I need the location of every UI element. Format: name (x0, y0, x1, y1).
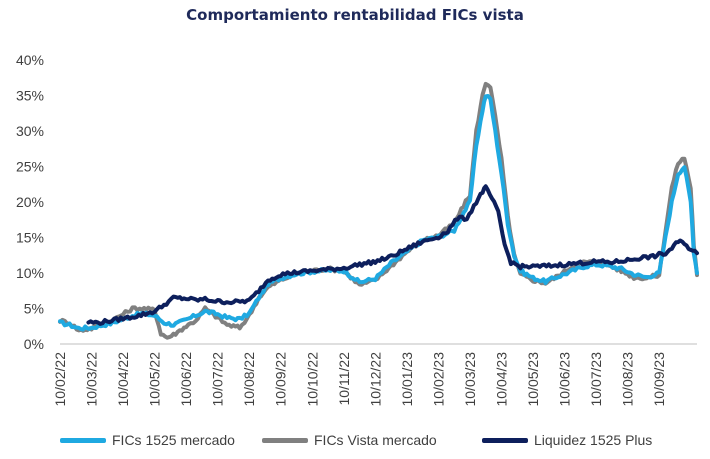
x-tick-label: 10/05/22 (147, 352, 163, 407)
x-tick-label: 10/11/22 (336, 352, 352, 406)
legend-item: FICs Vista mercado (262, 432, 437, 448)
x-tick-label: 10/06/22 (178, 352, 194, 407)
y-tick-label: 35% (16, 88, 44, 104)
series-line-1 (58, 94, 699, 332)
y-tick-label: 0% (24, 336, 44, 352)
y-tick-label: 15% (16, 230, 44, 246)
y-tick-label: 40% (16, 52, 44, 68)
chart-title: Comportamiento rentabilidad FICs vista (186, 6, 524, 24)
legend-label: FICs 1525 mercado (112, 432, 235, 448)
x-tick-label: 10/05/23 (525, 352, 541, 407)
y-tick-label: 5% (24, 301, 44, 317)
legend-swatch (482, 437, 528, 443)
x-tick-label: 10/06/23 (557, 352, 573, 407)
x-tick-label: 10/04/22 (115, 352, 131, 407)
series-line-2 (58, 81, 699, 340)
x-tick-label: 10/07/22 (210, 352, 226, 407)
legend-swatch (60, 437, 106, 443)
series-line-3 (86, 184, 699, 326)
x-tick-label: 10/07/23 (588, 352, 604, 407)
x-tick-label: 10/01/23 (399, 352, 415, 407)
x-tick-label: 10/08/23 (620, 352, 636, 407)
y-tick-label: 10% (16, 265, 44, 281)
legend-label: Liquidez 1525 Plus (534, 432, 653, 448)
y-tick-label: 30% (16, 123, 44, 139)
x-tick-label: 10/04/23 (493, 352, 509, 407)
x-tick-label: 10/08/22 (241, 352, 257, 407)
line-chart: 0% 5% 10% 15% 20% 25% 30% 35% 40% 10/02/22 10/03/… (16, 52, 699, 407)
y-tick-label: 20% (16, 194, 44, 210)
x-tick-label: 10/12/22 (367, 352, 383, 407)
legend-item: Liquidez 1525 Plus (482, 432, 652, 448)
legend-swatch (262, 437, 308, 443)
x-tick-label: 10/09/23 (651, 352, 667, 407)
x-tick-label: 10/03/22 (84, 352, 100, 407)
y-tick-label: 25% (16, 159, 44, 175)
x-tick-label: 10/03/23 (462, 352, 478, 407)
legend: FICs 1525 mercado FICs Vista mercado Liqui… (0, 432, 710, 454)
x-tick-label: 10/10/22 (304, 352, 320, 407)
x-tick-label: 10/09/22 (273, 352, 289, 407)
legend-item: FICs 1525 mercado (60, 432, 235, 448)
x-tick-label: 10/02/22 (52, 352, 68, 407)
x-tick-label: 10/02/23 (430, 352, 446, 407)
legend-label: FICs Vista mercado (314, 432, 437, 448)
